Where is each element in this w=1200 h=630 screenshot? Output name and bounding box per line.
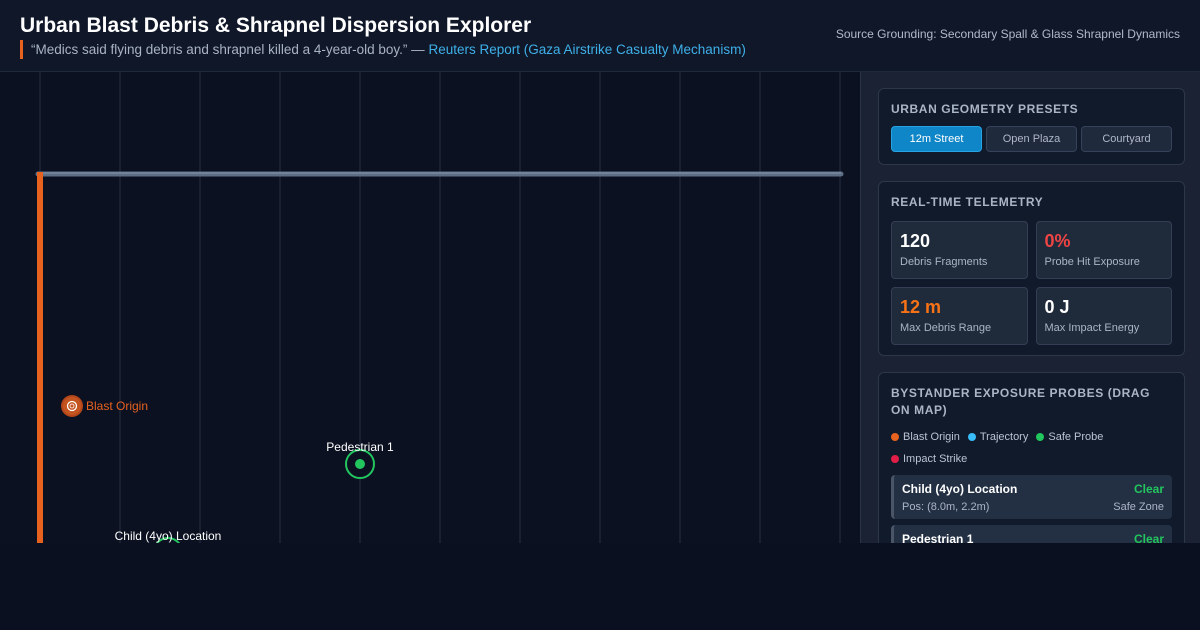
telemetry-card: Real-Time Telemetry 120 Debris Fragments… bbox=[878, 181, 1185, 356]
stat-debris-fragments: 120 Debris Fragments bbox=[891, 221, 1028, 279]
page-title: Urban Blast Debris & Shrapnel Dispersion… bbox=[20, 14, 532, 37]
probe-item-pedestrian-1[interactable]: Pedestrian 1 Clear bbox=[891, 525, 1172, 543]
probes-card: Bystander Exposure Probes (Drag on Map) … bbox=[878, 372, 1185, 543]
trajectory-dot-icon bbox=[967, 433, 976, 441]
safe-probe-dot-icon bbox=[1036, 433, 1045, 441]
legend-trajectory: Trajectory bbox=[967, 431, 1028, 443]
preset-courtyard[interactable]: Courtyard bbox=[1081, 126, 1172, 152]
pedestrian-1-probe[interactable] bbox=[345, 449, 375, 479]
stat-value: 120 bbox=[900, 231, 931, 251]
presets-group: 12m Street Open Plaza Courtyard bbox=[891, 126, 1172, 152]
probe-item-child[interactable]: Child (4yo) Location Clear Pos: (8.0m, 2… bbox=[891, 475, 1172, 519]
probe-name: Pedestrian 1 bbox=[902, 532, 974, 543]
probe-name: Child (4yo) Location bbox=[902, 482, 1018, 496]
pedestrian-1-label: Pedestrian 1 bbox=[326, 440, 394, 454]
probe-zone: Safe Zone bbox=[1113, 501, 1164, 513]
map-grid bbox=[39, 72, 841, 543]
stat-value: 0% bbox=[1044, 231, 1071, 251]
stat-max-impact-energy: 0 J Max Impact Energy bbox=[1035, 287, 1172, 345]
legend-impact-strike: Impact Strike bbox=[891, 453, 967, 465]
blast-origin-marker[interactable] bbox=[61, 395, 83, 417]
probe-status: Clear bbox=[1133, 482, 1164, 496]
child-location-probe[interactable] bbox=[154, 537, 182, 543]
control-panel: Urban Geometry Presets 12m Street Open P… bbox=[860, 72, 1200, 543]
probe-status: Clear bbox=[1133, 532, 1164, 543]
preset-open-plaza[interactable]: Open Plaza bbox=[986, 126, 1077, 152]
building-wall bbox=[37, 172, 43, 543]
preset-12m-street[interactable]: 12m Street bbox=[891, 126, 982, 152]
legend-safe-probe: Safe Probe bbox=[1036, 431, 1103, 443]
dispersion-map[interactable]: Blast Origin Pedestrian 1 Child (4yo) Lo… bbox=[0, 72, 860, 543]
stat-label: Debris Fragments bbox=[900, 256, 988, 268]
child-location-label: Child (4yo) Location bbox=[115, 529, 222, 543]
impact-strike-dot-icon bbox=[891, 455, 899, 463]
reuters-report-link[interactable]: Reuters Report (Gaza Airstrike Casualty … bbox=[428, 42, 746, 57]
stat-max-debris-range: 12 m Max Debris Range bbox=[891, 287, 1028, 345]
map-canvas[interactable]: Blast Origin Pedestrian 1 Child (4yo) Lo… bbox=[0, 72, 860, 543]
stat-label: Max Debris Range bbox=[900, 322, 992, 334]
presets-title: Urban Geometry Presets bbox=[891, 102, 1079, 116]
probe-legend: Blast Origin Trajectory Safe Probe Impac… bbox=[891, 431, 1172, 475]
probes-title: Bystander Exposure Probes (Drag on Map) bbox=[891, 386, 1151, 417]
legend-blast-origin: Blast Origin bbox=[891, 431, 960, 443]
stat-value: 12 m bbox=[900, 297, 942, 317]
stat-value: 0 J bbox=[1044, 297, 1070, 317]
presets-card: Urban Geometry Presets 12m Street Open P… bbox=[878, 88, 1185, 165]
blast-origin-label: Blast Origin bbox=[86, 399, 148, 413]
quote-text: “Medics said flying debris and shrapnel … bbox=[31, 42, 425, 57]
telemetry-title: Real-Time Telemetry bbox=[891, 195, 1044, 209]
source-grounding: Source Grounding: Secondary Spall & Glas… bbox=[835, 27, 1180, 41]
source-quote: “Medics said flying debris and shrapnel … bbox=[20, 40, 746, 59]
stat-label: Probe Hit Exposure bbox=[1044, 256, 1140, 268]
blast-origin-dot-icon bbox=[891, 433, 899, 441]
probe-position: Pos: (8.0m, 2.2m) bbox=[902, 501, 990, 513]
telemetry-grid: 120 Debris Fragments 0% Probe Hit Exposu… bbox=[891, 221, 1172, 345]
stat-label: Max Impact Energy bbox=[1044, 322, 1140, 334]
stat-probe-hit-exposure: 0% Probe Hit Exposure bbox=[1035, 221, 1172, 279]
app-header: Urban Blast Debris & Shrapnel Dispersion… bbox=[0, 0, 1200, 72]
